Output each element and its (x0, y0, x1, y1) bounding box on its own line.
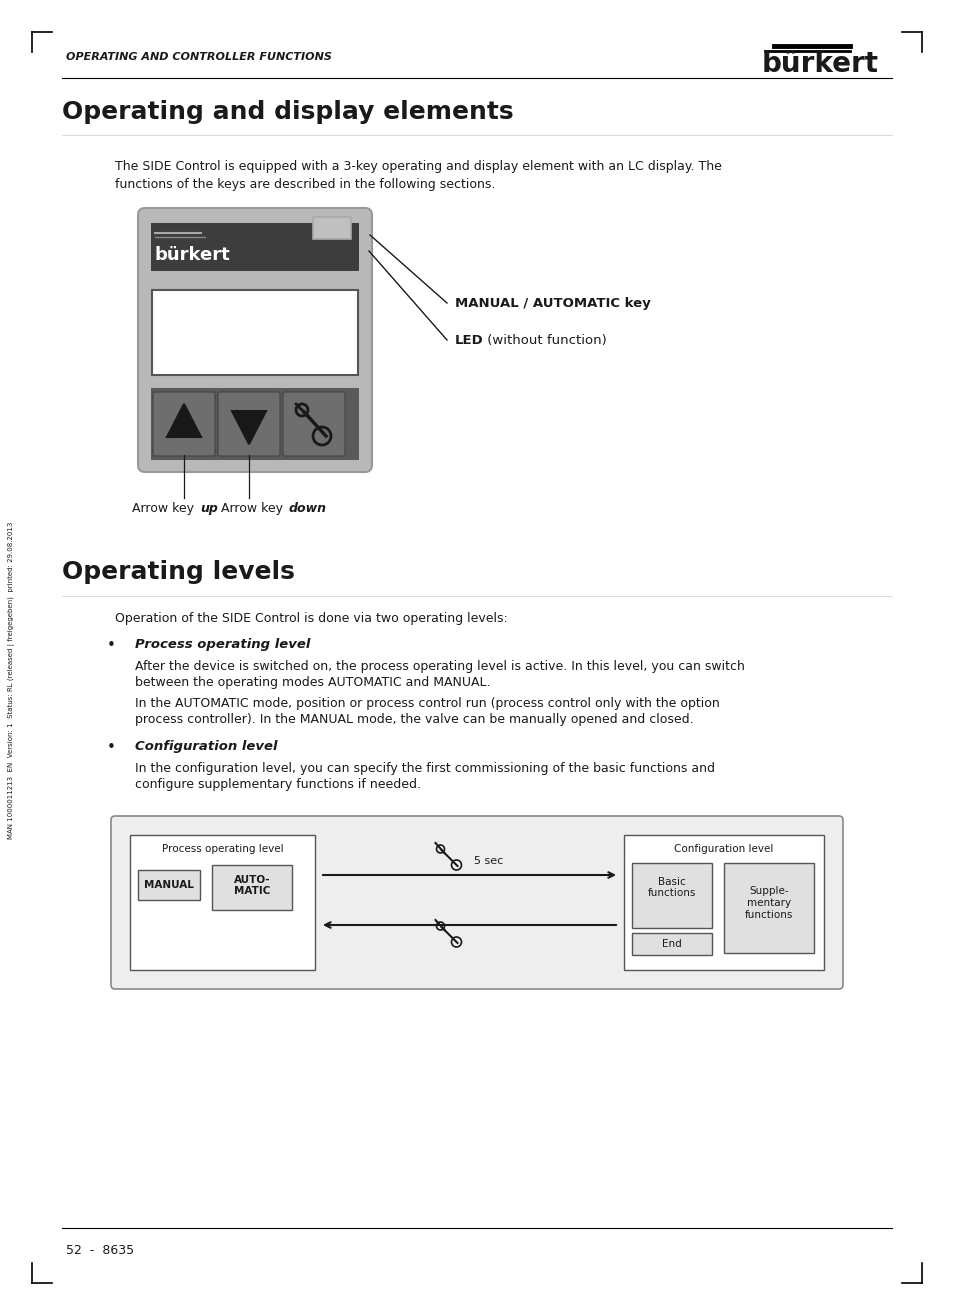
Text: In the AUTOMATIC mode, position or process control run (process control only wit: In the AUTOMATIC mode, position or proce… (135, 697, 719, 710)
Text: MANUAL / AUTOMATIC key: MANUAL / AUTOMATIC key (455, 296, 650, 309)
Text: Process operating level: Process operating level (161, 844, 283, 853)
Bar (130, 835, 314, 970)
Polygon shape (167, 404, 201, 437)
Text: AUTO-
MATIC: AUTO- MATIC (233, 874, 270, 897)
Bar (631, 863, 711, 928)
FancyBboxPatch shape (138, 208, 372, 472)
Text: down: down (289, 501, 327, 514)
Text: •: • (107, 740, 115, 755)
Text: (without function): (without function) (482, 334, 606, 346)
Text: configure supplementary functions if needed.: configure supplementary functions if nee… (135, 778, 420, 792)
Polygon shape (232, 412, 266, 444)
Text: LED: LED (455, 334, 483, 346)
FancyBboxPatch shape (283, 392, 345, 456)
Text: The SIDE Control is equipped with a 3-key operating and display element with an : The SIDE Control is equipped with a 3-ke… (115, 160, 721, 174)
FancyBboxPatch shape (218, 392, 280, 456)
Text: 5 sec: 5 sec (474, 856, 503, 867)
Bar (212, 865, 292, 910)
FancyBboxPatch shape (111, 817, 842, 989)
Text: In the configuration level, you can specify the first commissioning of the basic: In the configuration level, you can spec… (135, 761, 714, 775)
Bar (723, 863, 813, 953)
Text: End: End (661, 939, 681, 949)
Text: Arrow key: Arrow key (221, 501, 287, 514)
Text: bürkert: bürkert (761, 50, 878, 78)
Bar (138, 871, 200, 899)
Bar (631, 934, 711, 955)
Bar (152, 291, 357, 375)
Text: Operating and display elements: Operating and display elements (62, 100, 513, 124)
Text: bürkert: bürkert (154, 246, 231, 264)
Text: Operating levels: Operating levels (62, 560, 294, 584)
Bar (151, 388, 358, 460)
Text: up: up (200, 501, 217, 514)
Text: between the operating modes AUTOMATIC and MANUAL.: between the operating modes AUTOMATIC an… (135, 676, 490, 689)
Text: Supple-
mentary
functions: Supple- mentary functions (744, 886, 792, 919)
Text: Arrow key: Arrow key (132, 501, 198, 514)
Text: 52  -  8635: 52 - 8635 (66, 1244, 134, 1257)
Text: MAN 1000011213  EN  Version: 1  Status: RL (released | freigegeben)  printed: 29: MAN 1000011213 EN Version: 1 Status: RL … (9, 521, 15, 839)
Text: MANUAL: MANUAL (144, 880, 193, 890)
Text: Operation of the SIDE Control is done via two operating levels:: Operation of the SIDE Control is done vi… (115, 611, 507, 625)
Text: process controller). In the MANUAL mode, the valve can be manually opened and cl: process controller). In the MANUAL mode,… (135, 713, 693, 726)
Text: Process operating level: Process operating level (135, 638, 310, 651)
Text: •: • (107, 638, 115, 654)
Bar (313, 217, 351, 239)
Text: functions of the keys are described in the following sections.: functions of the keys are described in t… (115, 178, 495, 191)
Text: OPERATING AND CONTROLLER FUNCTIONS: OPERATING AND CONTROLLER FUNCTIONS (66, 53, 332, 62)
Bar (151, 224, 358, 271)
Text: Configuration level: Configuration level (135, 740, 277, 753)
Bar (623, 835, 823, 970)
FancyBboxPatch shape (152, 392, 214, 456)
Text: After the device is switched on, the process operating level is active. In this : After the device is switched on, the pro… (135, 660, 744, 673)
Text: Basic
functions: Basic functions (647, 877, 696, 898)
Text: Configuration level: Configuration level (674, 844, 773, 853)
